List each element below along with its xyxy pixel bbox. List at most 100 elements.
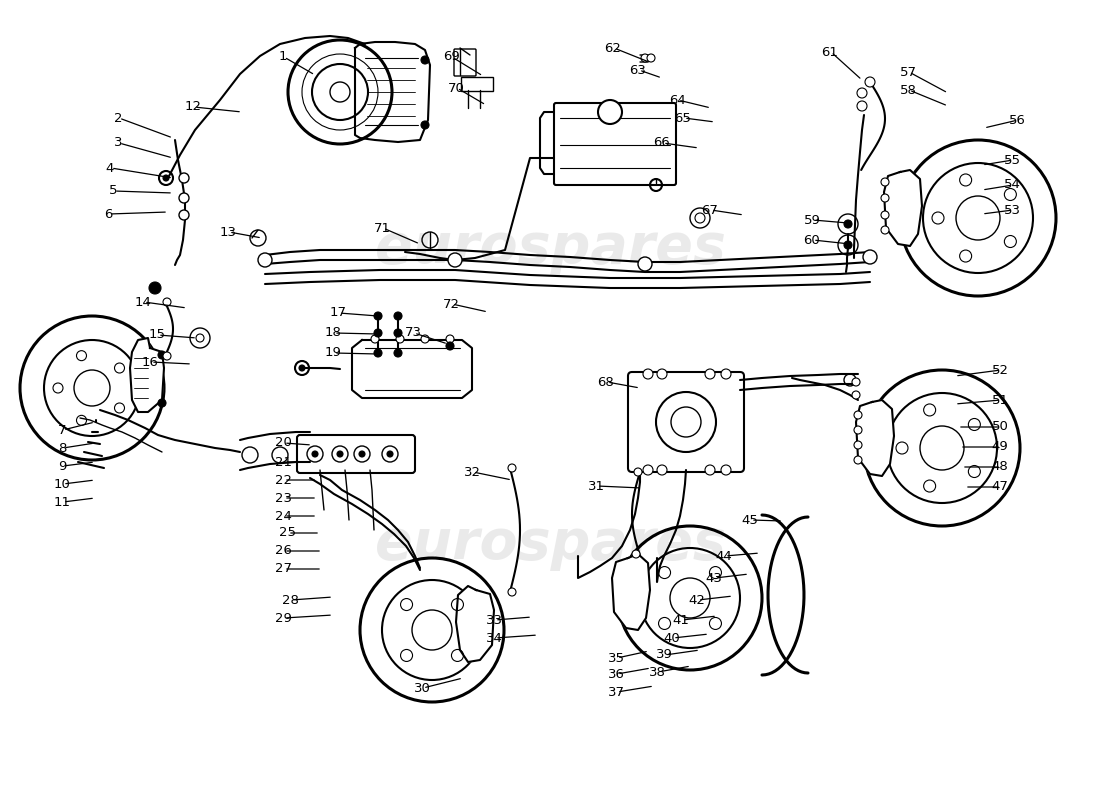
Text: 25: 25 <box>278 526 296 539</box>
Text: 39: 39 <box>656 649 672 662</box>
Circle shape <box>705 465 715 475</box>
Text: 24: 24 <box>275 510 292 522</box>
Text: 10: 10 <box>54 478 70 490</box>
Text: 3: 3 <box>113 137 122 150</box>
Circle shape <box>158 351 166 359</box>
Circle shape <box>179 210 189 220</box>
Text: 19: 19 <box>324 346 341 359</box>
Text: 1: 1 <box>278 50 287 63</box>
Text: 71: 71 <box>374 222 390 234</box>
Text: 47: 47 <box>991 481 1009 494</box>
Text: 66: 66 <box>653 137 670 150</box>
Circle shape <box>258 253 272 267</box>
Text: 20: 20 <box>275 437 292 450</box>
Text: 62: 62 <box>605 42 621 54</box>
Text: 65: 65 <box>674 111 692 125</box>
Polygon shape <box>612 554 650 630</box>
Text: 48: 48 <box>991 461 1009 474</box>
Polygon shape <box>856 400 894 476</box>
Text: 40: 40 <box>663 631 681 645</box>
Text: 60: 60 <box>804 234 821 246</box>
Circle shape <box>448 253 462 267</box>
Polygon shape <box>884 170 922 246</box>
Circle shape <box>394 349 402 357</box>
Circle shape <box>312 451 318 457</box>
Text: 63: 63 <box>629 63 647 77</box>
Polygon shape <box>456 586 494 662</box>
Circle shape <box>374 349 382 357</box>
Circle shape <box>421 56 429 64</box>
Text: 69: 69 <box>442 50 460 63</box>
Circle shape <box>881 226 889 234</box>
Circle shape <box>337 451 343 457</box>
Circle shape <box>881 211 889 219</box>
Circle shape <box>148 282 161 294</box>
Text: 44: 44 <box>716 550 733 562</box>
Circle shape <box>857 101 867 111</box>
FancyBboxPatch shape <box>628 372 744 472</box>
Text: 57: 57 <box>900 66 916 78</box>
Circle shape <box>647 54 654 62</box>
Text: 52: 52 <box>991 363 1009 377</box>
FancyBboxPatch shape <box>297 435 415 473</box>
Text: 11: 11 <box>54 495 70 509</box>
Text: 37: 37 <box>607 686 625 698</box>
Circle shape <box>359 451 365 457</box>
Text: 9: 9 <box>58 459 66 473</box>
Text: 2: 2 <box>113 111 122 125</box>
Circle shape <box>881 178 889 186</box>
Circle shape <box>158 399 166 407</box>
Text: 4: 4 <box>106 162 114 174</box>
Circle shape <box>374 312 382 320</box>
Circle shape <box>644 369 653 379</box>
Text: 16: 16 <box>142 355 158 369</box>
Text: 35: 35 <box>607 651 625 665</box>
Circle shape <box>508 588 516 596</box>
Circle shape <box>638 257 652 271</box>
Circle shape <box>508 464 516 472</box>
Text: 6: 6 <box>103 207 112 221</box>
Text: 29: 29 <box>275 611 292 625</box>
Text: 8: 8 <box>58 442 66 454</box>
Circle shape <box>844 241 852 249</box>
Circle shape <box>641 54 649 62</box>
Text: 30: 30 <box>414 682 430 694</box>
Circle shape <box>854 441 862 449</box>
Text: 32: 32 <box>463 466 481 478</box>
Text: 59: 59 <box>804 214 821 226</box>
Circle shape <box>394 312 402 320</box>
Text: 70: 70 <box>448 82 464 94</box>
FancyBboxPatch shape <box>554 103 676 185</box>
Circle shape <box>854 411 862 419</box>
Circle shape <box>446 335 454 343</box>
Text: eurospares: eurospares <box>375 221 725 275</box>
Text: 36: 36 <box>607 667 625 681</box>
Circle shape <box>720 369 732 379</box>
Text: 5: 5 <box>109 185 118 198</box>
Text: 13: 13 <box>220 226 236 238</box>
Circle shape <box>881 194 889 202</box>
Text: 50: 50 <box>991 421 1009 434</box>
Text: 7: 7 <box>57 423 66 437</box>
Circle shape <box>632 550 640 558</box>
Text: 72: 72 <box>442 298 460 310</box>
Text: 42: 42 <box>689 594 705 606</box>
Text: 14: 14 <box>134 295 152 309</box>
Text: 17: 17 <box>330 306 346 319</box>
Circle shape <box>374 329 382 337</box>
Circle shape <box>644 465 653 475</box>
Circle shape <box>657 369 667 379</box>
Circle shape <box>634 468 642 476</box>
Circle shape <box>705 369 715 379</box>
Text: 43: 43 <box>705 571 723 585</box>
Circle shape <box>396 335 404 343</box>
Text: eurospares: eurospares <box>375 517 725 571</box>
Polygon shape <box>130 338 164 412</box>
Text: 53: 53 <box>1003 203 1021 217</box>
Text: 58: 58 <box>900 83 916 97</box>
Circle shape <box>852 391 860 399</box>
Text: 12: 12 <box>185 101 201 114</box>
Text: 56: 56 <box>1009 114 1025 126</box>
Text: 38: 38 <box>649 666 666 678</box>
Circle shape <box>844 220 852 228</box>
